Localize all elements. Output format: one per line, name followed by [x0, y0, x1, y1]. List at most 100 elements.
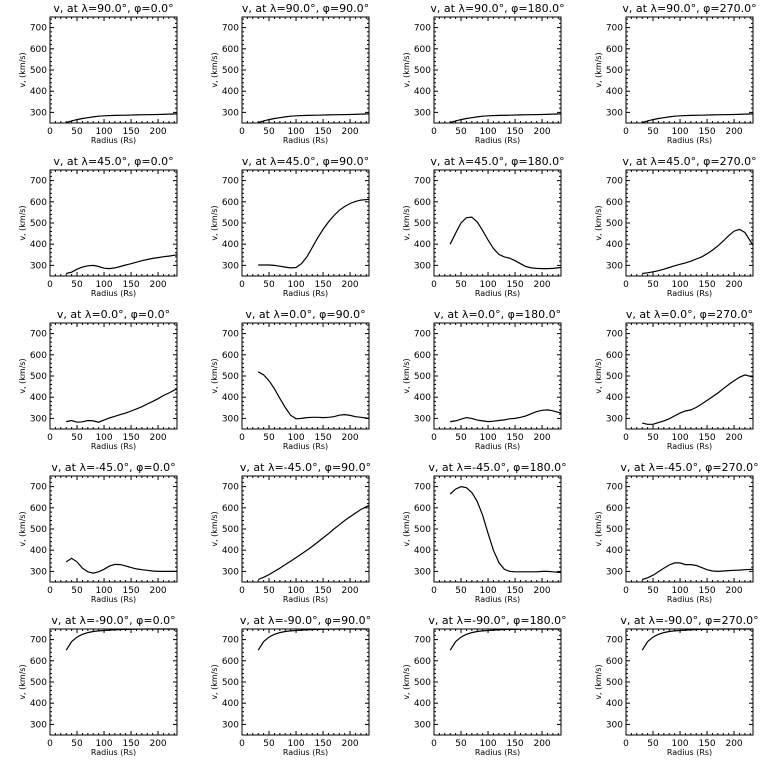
x-tick-label: 200 [149, 586, 166, 596]
series-line [449, 216, 562, 270]
chart-panel-14: v, at λ=-45.0°, φ=90.0° 0 50 100 150 200 300 40… [210, 461, 371, 604]
x-tick-label: 100 [671, 280, 688, 290]
x-tick-label: 100 [95, 127, 112, 137]
y-tick-label: 500 [222, 678, 239, 688]
x-tick-label: 100 [287, 433, 304, 443]
x-tick-label: 200 [725, 586, 742, 596]
chart-panel-3: v, at λ=90.0°, φ=180.0° 0 50 100 150 200 300 40… [402, 2, 565, 145]
chart-panel-2: v, at λ=90.0°, φ=90.0° 0 50 100 150 200 300 400… [210, 2, 370, 145]
x-tick-label: 50 [263, 433, 275, 443]
x-axis-label: Radius (Rs) [475, 442, 520, 451]
series-line [65, 557, 177, 574]
chart-title: v, at λ=-45.0°, φ=270.0° [620, 461, 758, 474]
plot-frame [625, 169, 754, 277]
y-tick-label: 700 [222, 636, 239, 646]
y-tick-label: 400 [414, 393, 431, 403]
x-tick-label: 50 [71, 586, 83, 596]
x-axis-label: Radius (Rs) [667, 748, 712, 757]
plot-frame [625, 16, 754, 124]
chart-title: v, at λ=90.0°, φ=180.0° [430, 2, 564, 15]
y-axis-label: v, (km/s) [18, 52, 27, 87]
y-axis-label: v, (km/s) [18, 358, 27, 393]
x-tick-label: 200 [341, 433, 358, 443]
chart-title: v, at λ=0.0°, φ=270.0° [626, 308, 753, 321]
x-tick-label: 100 [287, 586, 304, 596]
x-tick-label: 200 [341, 280, 358, 290]
y-tick-label: 300 [222, 414, 239, 424]
x-tick-label: 0 [431, 127, 437, 137]
y-tick-label: 500 [606, 219, 623, 229]
plot-frame [49, 322, 178, 430]
y-tick-label: 700 [222, 483, 239, 493]
y-tick-label: 500 [606, 678, 623, 688]
x-tick-label: 200 [149, 127, 166, 137]
y-tick-label: 300 [222, 261, 239, 271]
x-tick-label: 50 [647, 280, 659, 290]
plot-frame [433, 322, 562, 430]
chart-title: v, at λ=-45.0°, φ=90.0° [240, 461, 371, 474]
plot-frame [49, 16, 178, 124]
x-tick-label: 200 [533, 739, 550, 749]
y-tick-label: 300 [414, 567, 431, 577]
y-tick-label: 600 [606, 504, 623, 514]
chart-panel-1: v, at λ=90.0°, φ=0.0° 0 50 100 150 200 300 400 5… [18, 2, 178, 145]
y-tick-label: 700 [414, 330, 431, 340]
y-tick-label: 700 [30, 636, 47, 646]
x-tick-label: 100 [479, 280, 496, 290]
y-tick-label: 500 [222, 525, 239, 535]
x-tick-label: 0 [47, 127, 53, 137]
y-tick-label: 300 [414, 108, 431, 118]
x-tick-label: 100 [671, 739, 688, 749]
y-tick-label: 300 [30, 720, 47, 730]
y-tick-label: 600 [606, 198, 623, 208]
y-tick-label: 700 [606, 330, 623, 340]
y-axis-label: v, (km/s) [210, 205, 219, 240]
chart-title: v, at λ=45.0°, φ=270.0° [622, 155, 756, 168]
series-line [65, 628, 177, 651]
x-tick-label: 50 [455, 739, 467, 749]
series-line [258, 198, 370, 269]
y-tick-label: 300 [30, 414, 47, 424]
x-tick-label: 150 [506, 433, 523, 443]
x-tick-label: 0 [47, 586, 53, 596]
x-tick-label: 150 [122, 433, 139, 443]
chart-title: v, at λ=90.0°, φ=90.0° [242, 2, 369, 15]
x-axis-label: Radius (Rs) [667, 289, 712, 298]
y-tick-label: 700 [414, 483, 431, 493]
y-tick-label: 600 [222, 657, 239, 667]
y-tick-label: 700 [606, 636, 623, 646]
y-tick-label: 300 [414, 261, 431, 271]
x-tick-label: 0 [47, 739, 53, 749]
y-tick-label: 400 [606, 699, 623, 709]
y-tick-label: 600 [30, 45, 47, 55]
x-tick-label: 150 [122, 739, 139, 749]
plot-frame [49, 169, 178, 277]
y-tick-label: 400 [30, 87, 47, 97]
x-tick-label: 100 [287, 127, 304, 137]
chart-panel-15: v, at λ=-45.0°, φ=180.0° 0 50 100 150 200 300 4… [402, 461, 567, 604]
plot-frame [241, 169, 370, 277]
x-tick-label: 150 [698, 280, 715, 290]
y-tick-label: 300 [606, 414, 623, 424]
y-tick-label: 600 [414, 351, 431, 361]
chart-title: v, at λ=45.0°, φ=90.0° [242, 155, 369, 168]
x-tick-label: 0 [431, 586, 437, 596]
chart-title: v, at λ=-45.0°, φ=180.0° [428, 461, 566, 474]
y-tick-label: 300 [222, 567, 239, 577]
y-tick-label: 400 [606, 87, 623, 97]
y-tick-label: 600 [414, 198, 431, 208]
y-tick-label: 400 [222, 546, 239, 556]
plot-frame [625, 475, 754, 583]
x-tick-label: 50 [455, 433, 467, 443]
y-tick-label: 300 [222, 108, 239, 118]
y-axis-label: v, (km/s) [594, 511, 603, 546]
chart-panel-9: v, at λ=0.0°, φ=0.0° 0 50 100 150 200 300 400 50… [18, 308, 178, 451]
series-line [642, 562, 754, 581]
x-tick-label: 200 [533, 586, 550, 596]
series-line [66, 254, 178, 275]
x-tick-label: 150 [698, 739, 715, 749]
x-tick-label: 50 [263, 280, 275, 290]
y-axis-label: v, (km/s) [402, 205, 411, 240]
x-tick-label: 150 [314, 586, 331, 596]
